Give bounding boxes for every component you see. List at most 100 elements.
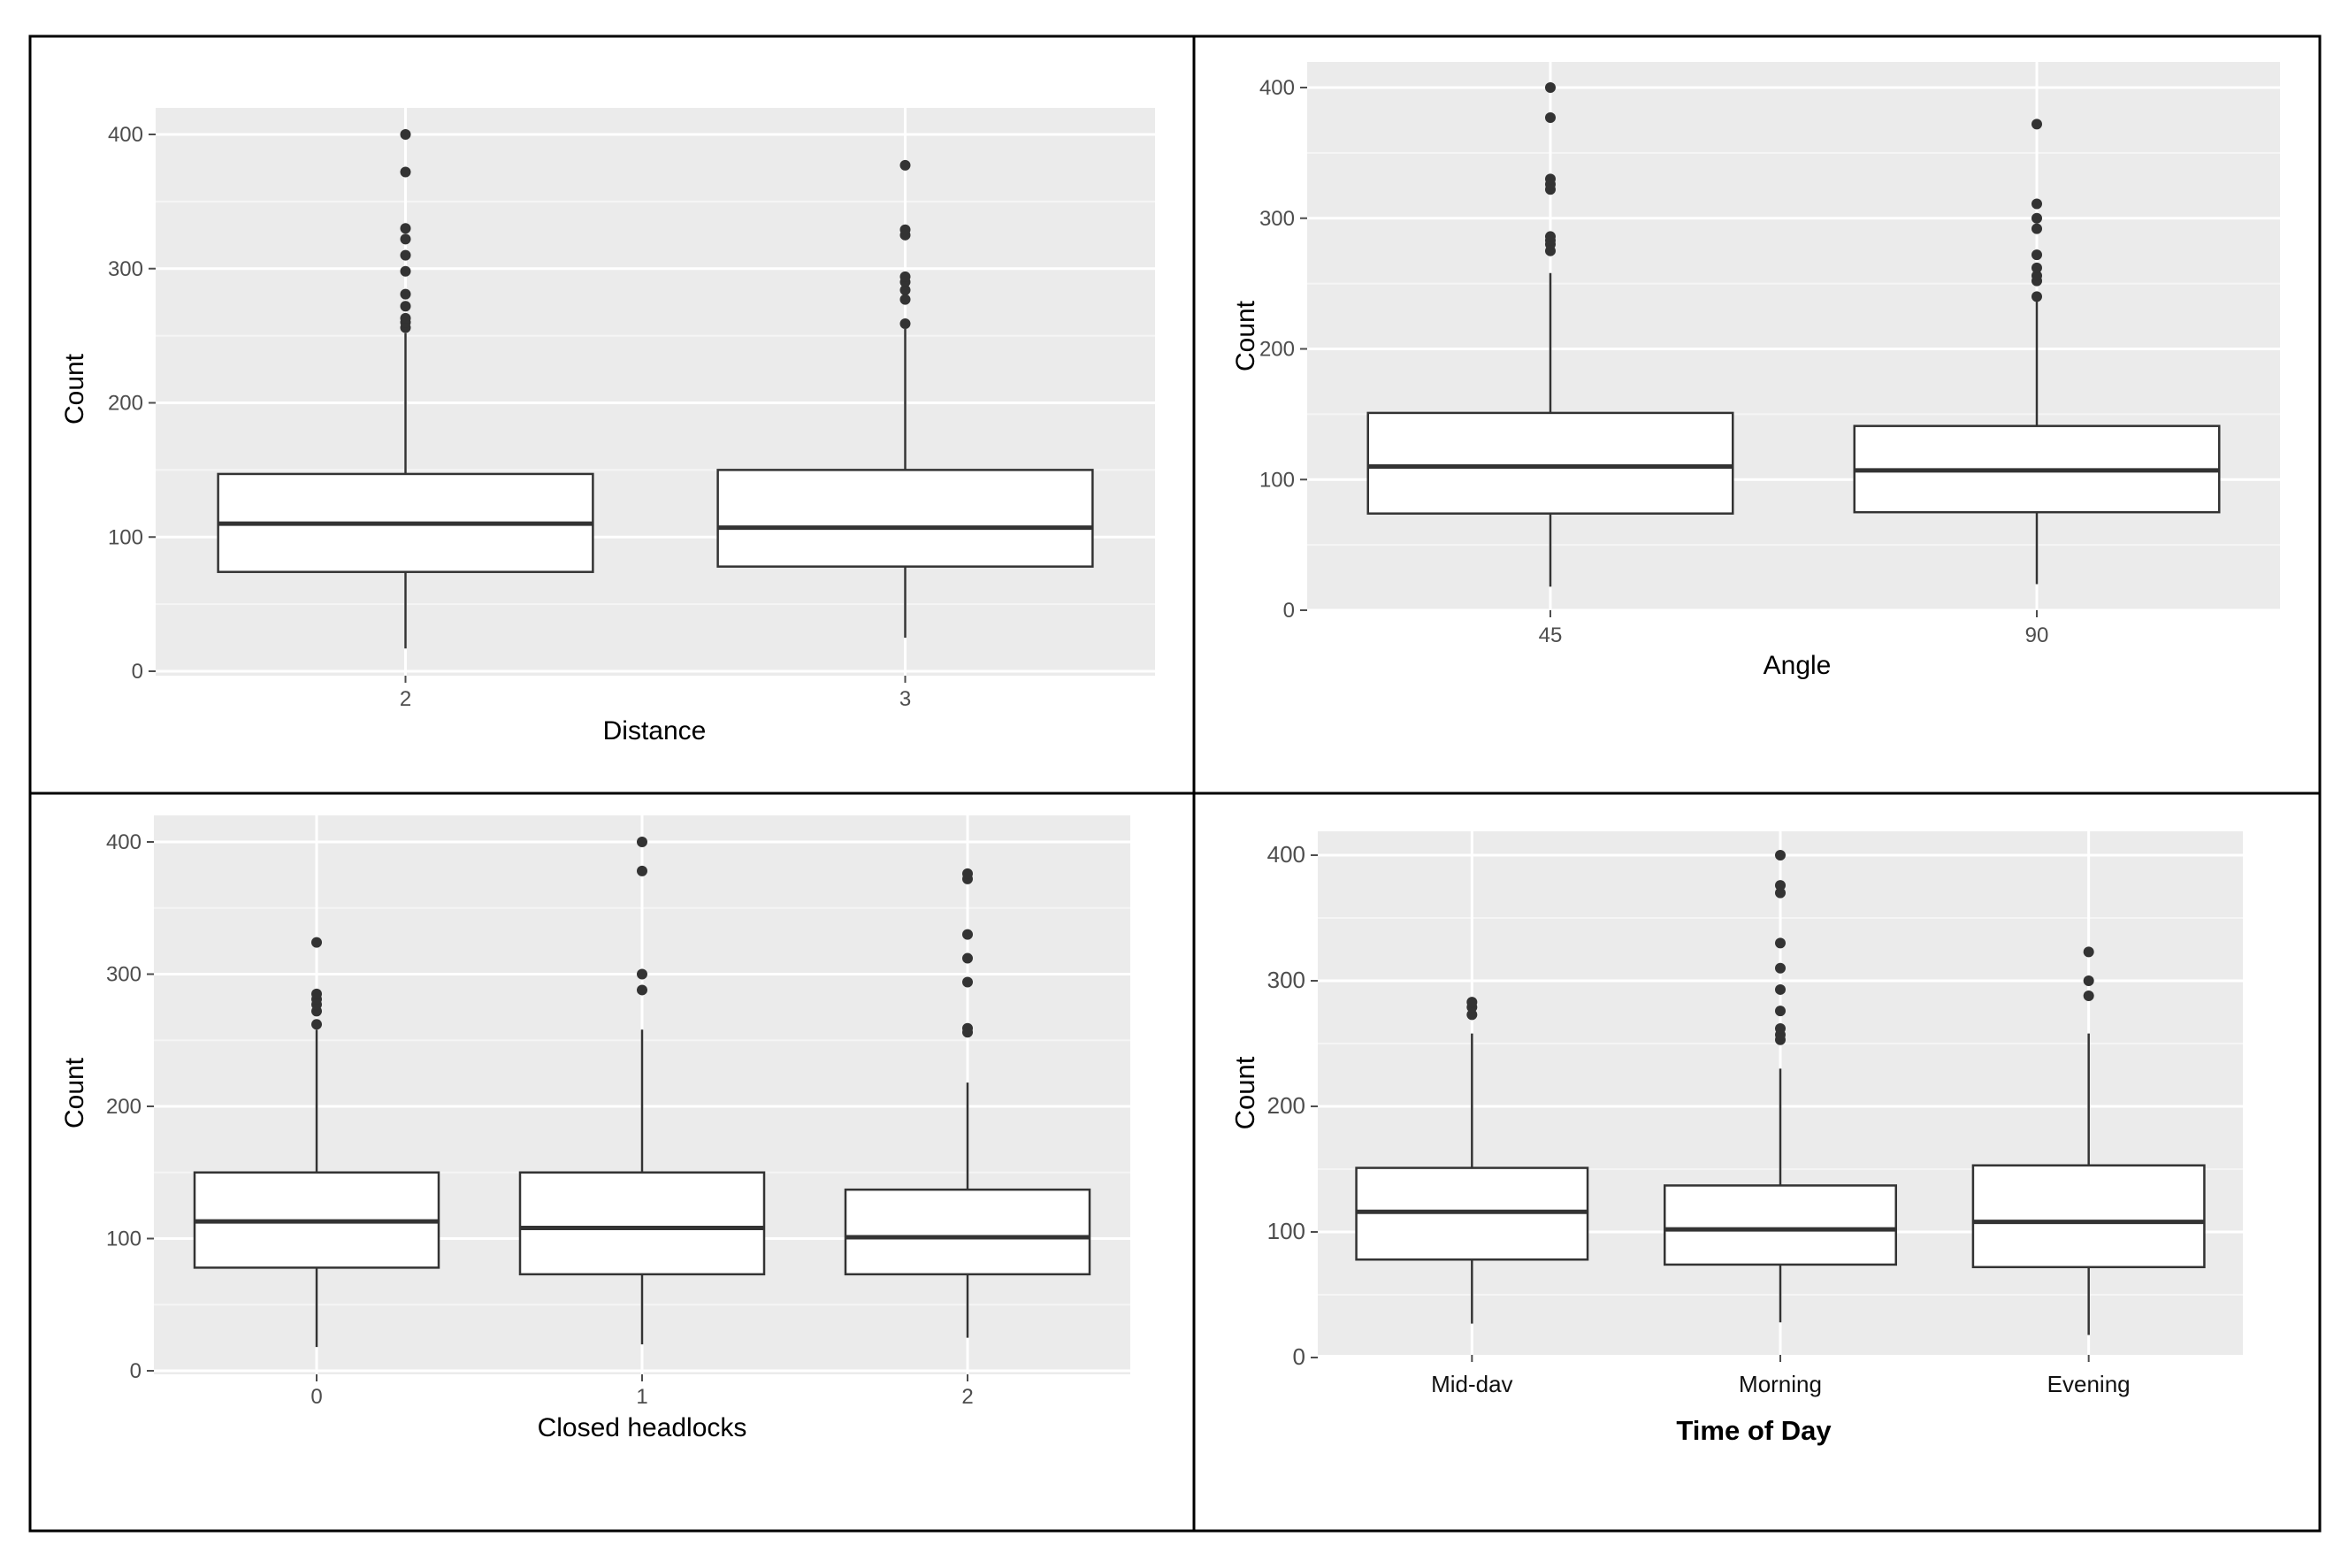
boxes [217, 129, 1094, 649]
y-axis-title: Count [1231, 300, 1260, 371]
outlier-point [311, 1019, 322, 1030]
outlier-point [962, 976, 973, 988]
x-axis: 0 1 2 [310, 1374, 974, 1409]
x-tick-label: 3 [899, 687, 911, 711]
boxes [1355, 850, 2206, 1335]
outlier-point [400, 312, 411, 324]
box-2 [217, 129, 594, 649]
box-1 [518, 837, 766, 1345]
y-axis-title: Count [60, 353, 89, 425]
outlier-point [1775, 1006, 1786, 1017]
box-iqr [716, 469, 1094, 568]
outlier-point [400, 233, 411, 245]
y-tick-label: 0 [130, 1359, 142, 1383]
outlier-point [637, 984, 647, 996]
y-tick-label: 400 [106, 830, 142, 854]
x-axis: 45 90 [1539, 610, 2048, 647]
outlier-point [1775, 983, 1786, 995]
x-tick-label: Mid-dav [1431, 1371, 1512, 1397]
x-axis-title: Closed headlocks [538, 1413, 747, 1442]
outlier-point [962, 868, 973, 879]
x-tick-label: 0 [310, 1385, 322, 1409]
outlier-point [1775, 887, 1786, 899]
x-axis-title: Distance [603, 716, 707, 746]
outlier-point [899, 294, 911, 305]
panel-time-of-day: 0 100 200 300 400 Mid-dav Morning Evening Coun… [1229, 831, 2243, 1446]
outlier-point [1545, 82, 1556, 93]
box-Mid-dav [1355, 997, 1589, 1324]
outlier-point [2031, 270, 2042, 281]
outlier-point [962, 952, 973, 964]
outlier-point [899, 271, 911, 282]
outlier-point [1775, 1022, 1786, 1034]
panel-angle: 0 100 200 300 400 45 90 Count Angle [1231, 62, 2280, 680]
outlier-point [2083, 946, 2094, 958]
outlier-point [2031, 291, 2042, 302]
outlier-point [637, 837, 647, 847]
y-tick-label: 0 [132, 660, 143, 684]
y-tick-label: 300 [108, 257, 143, 281]
box-Morning [1664, 850, 1897, 1323]
x-tick-label: Morning [1739, 1371, 1822, 1397]
x-tick-label: 2 [400, 687, 411, 711]
y-tick-label: 0 [1293, 1343, 1305, 1370]
y-axis: 0 100 200 300 400 [1259, 76, 1307, 623]
y-tick-label: 200 [1267, 1092, 1305, 1119]
box-iqr [1664, 1184, 1897, 1266]
y-axis-title: Count [60, 1057, 89, 1128]
x-tick-label: 1 [636, 1385, 647, 1409]
outlier-point [400, 265, 411, 277]
outlier-point [637, 865, 647, 876]
y-axis: 0 100 200 300 400 [1267, 841, 1318, 1370]
y-axis-title: Count [1229, 1056, 1260, 1129]
y-tick-label: 200 [108, 392, 143, 416]
outlier-point [899, 224, 911, 235]
x-tick-label: Evening [2047, 1371, 2131, 1397]
outlier-point [637, 968, 647, 980]
box-3 [716, 159, 1094, 639]
outlier-point [1775, 880, 1786, 891]
outlier-point [1775, 962, 1786, 974]
outlier-point [400, 166, 411, 178]
boxes [193, 837, 1091, 1348]
x-axis-title: Time of Day [1676, 1415, 1832, 1446]
outlier-point [2031, 262, 2042, 273]
outlier-point [400, 129, 411, 140]
figure-frame [28, 34, 2322, 1533]
plot-background [1307, 62, 2280, 610]
y-tick-label: 300 [1267, 967, 1305, 993]
y-tick-label: 400 [1267, 841, 1305, 868]
y-tick-label: 100 [1267, 1218, 1305, 1244]
y-tick-label: 400 [1259, 76, 1295, 100]
x-tick-label: 2 [961, 1385, 973, 1409]
y-tick-label: 200 [106, 1095, 142, 1119]
outlier-point [400, 288, 411, 300]
y-tick-label: 100 [108, 525, 143, 549]
outlier-point [899, 285, 911, 296]
y-tick-label: 200 [1259, 338, 1295, 362]
outlier-point [311, 937, 322, 948]
outlier-point [1775, 850, 1786, 860]
y-tick-label: 300 [1259, 207, 1295, 231]
plot-background [156, 108, 1155, 676]
outlier-point [962, 929, 973, 940]
outlier-point [2031, 223, 2042, 234]
y-tick-label: 400 [108, 123, 143, 147]
outlier-point [2031, 198, 2042, 210]
outlier-point [2083, 975, 2094, 986]
x-axis-title: Angle [1764, 651, 1832, 680]
outlier-point [400, 223, 411, 234]
box-iqr [1971, 1164, 2206, 1269]
outlier-point [2031, 212, 2042, 224]
box-2 [844, 868, 1091, 1338]
outlier-point [1775, 937, 1786, 949]
panel-closed-headlocks: 0 100 200 300 400 0 1 2 Count Closed headlocks [60, 815, 1130, 1442]
outlier-point [1466, 1009, 1478, 1021]
outlier-point [899, 159, 911, 171]
outlier-point [311, 988, 322, 999]
outlier-point [400, 249, 411, 261]
